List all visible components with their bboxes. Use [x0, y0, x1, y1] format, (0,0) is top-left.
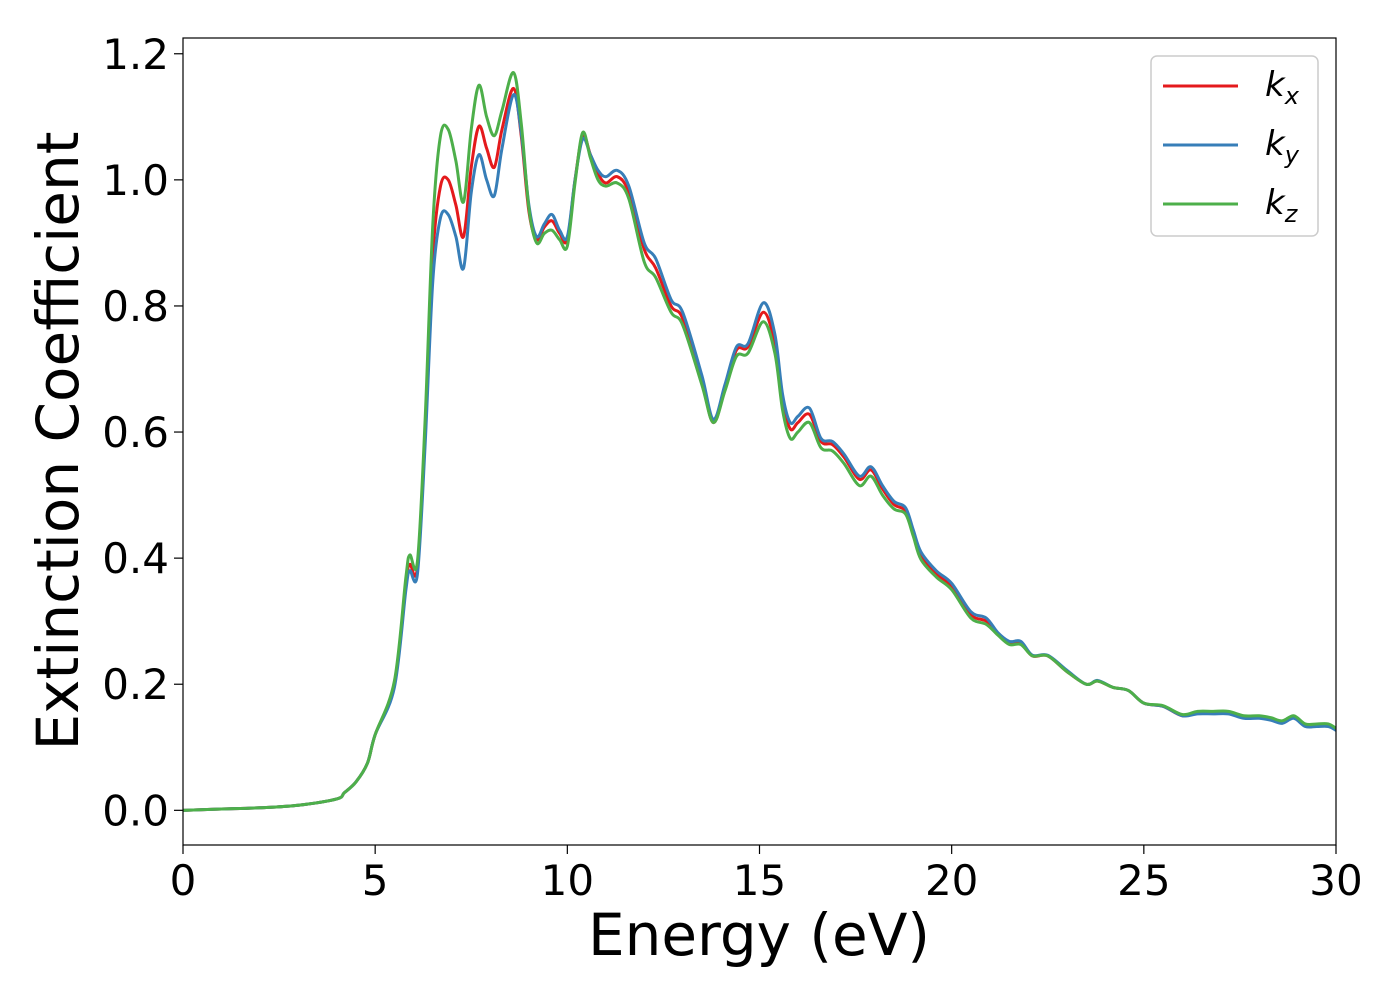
plot-layer [183, 71, 1336, 812]
x-tick-label: 10 [541, 856, 594, 905]
y-tick-label: 0.4 [102, 534, 169, 583]
legend-label-x: kx [1265, 65, 1300, 110]
y-axis-title: Extinction Coefficient [24, 132, 92, 751]
x-tick-label: 5 [362, 856, 389, 905]
y-tick-label: 1.2 [102, 30, 169, 79]
legend-label-z: kz [1265, 183, 1299, 228]
legend: kx ky kz [1150, 55, 1319, 237]
legend-label-y: ky [1265, 124, 1300, 169]
axes-layer: 0 5 10 15 20 25 30 0.0 0.2 0.4 0.6 0.8 1.0 1.2 [102, 30, 1363, 905]
y-tick-label: 1.0 [102, 156, 169, 205]
x-tick-label: 15 [733, 856, 786, 905]
x-tick-label: 0 [170, 856, 197, 905]
x-tick-label: 20 [925, 856, 978, 905]
series-line-z [183, 71, 1336, 812]
x-tick-label: 25 [1117, 856, 1170, 905]
y-tick-label: 0.0 [102, 786, 169, 835]
y-tick-label: 0.6 [102, 408, 169, 457]
x-axis-title: Energy (eV) [588, 901, 930, 969]
y-tick-label: 0.2 [102, 660, 169, 709]
y-tick-label: 0.8 [102, 282, 169, 331]
x-tick-label: 30 [1309, 856, 1362, 905]
